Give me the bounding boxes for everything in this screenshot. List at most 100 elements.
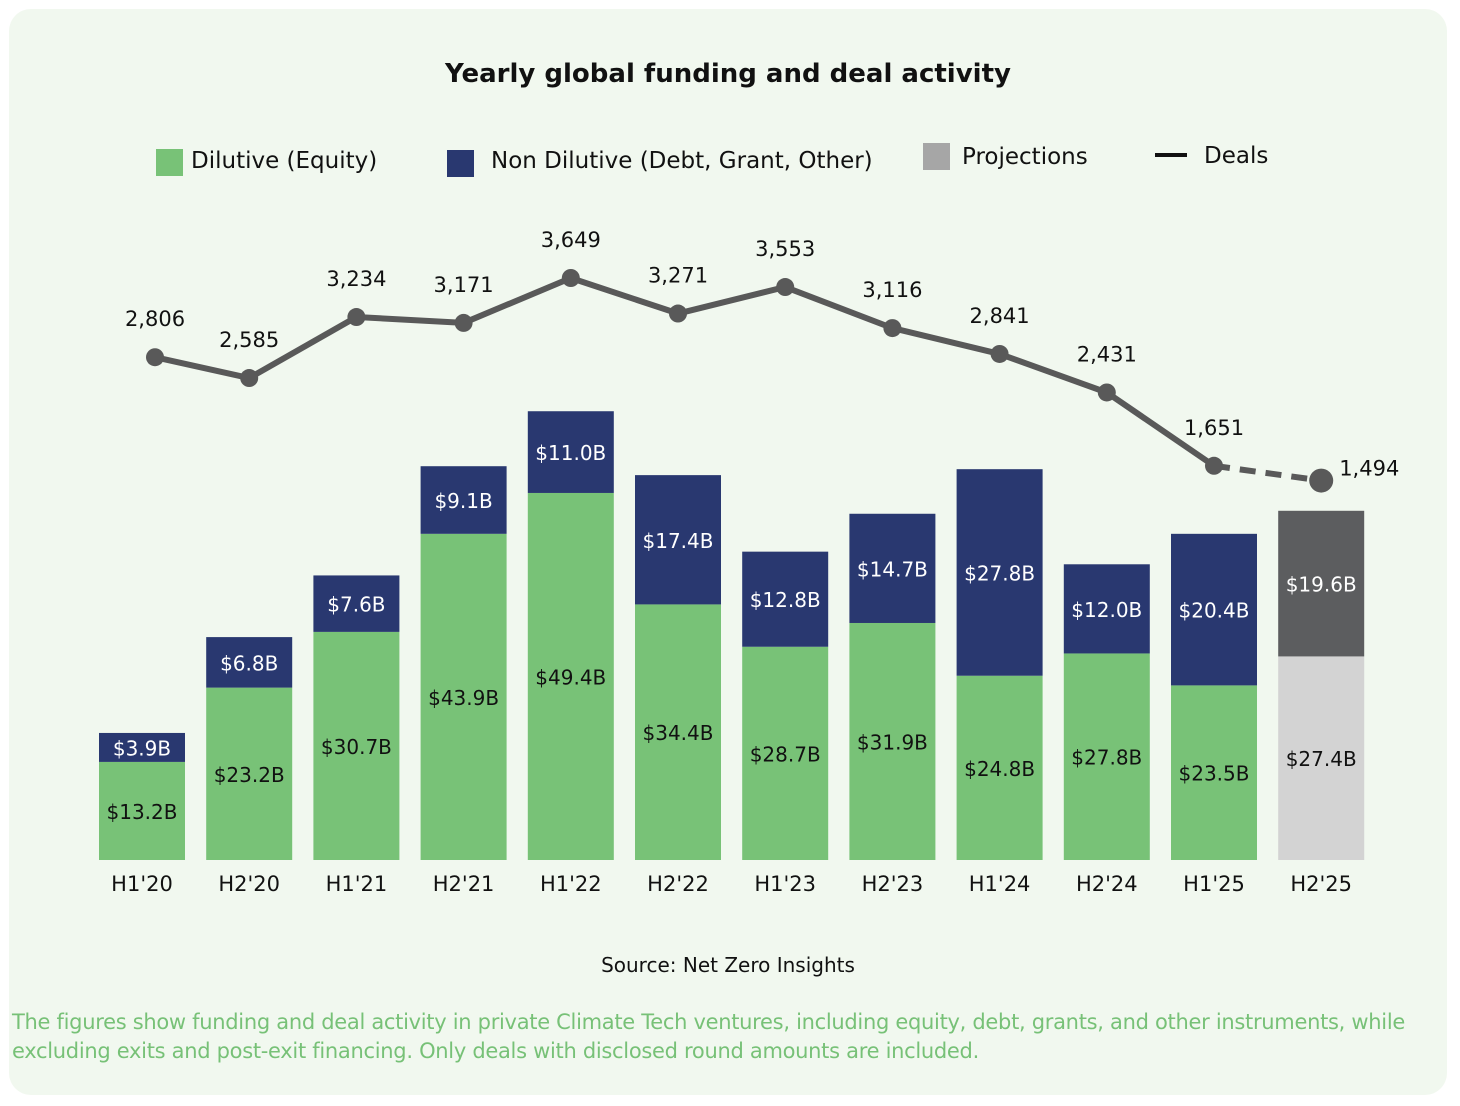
bar-non-dilutive	[635, 475, 721, 605]
bar-dilutive	[849, 622, 936, 860]
deals-label: 3,171	[434, 273, 494, 297]
data-label-dilutive: $30.7B	[321, 735, 392, 759]
bar-non-dilutive	[206, 637, 293, 688]
deals-label: 1,494	[1339, 457, 1399, 481]
source-label: Source: Net Zero Insights	[601, 953, 855, 977]
bar-dilutive	[313, 631, 400, 860]
data-label-non-dilutive: $11.0B	[535, 441, 606, 465]
deals-label: 2,585	[219, 328, 279, 352]
legend-swatch-non-dilutive	[447, 150, 474, 177]
footnote: The figures show funding and deal activi…	[12, 1010, 1405, 1063]
bar-non-dilutive	[742, 551, 829, 647]
deals-point	[883, 319, 902, 338]
deals-label: 3,271	[648, 264, 708, 288]
bar-dilutive	[1278, 656, 1365, 860]
bar-non-dilutive	[99, 732, 185, 762]
deals-point	[1097, 383, 1116, 402]
data-label-dilutive: $49.4B	[535, 665, 606, 689]
x-tick-label: H2'21	[433, 872, 495, 896]
bar-dilutive	[635, 604, 721, 860]
deals-point	[240, 369, 259, 388]
data-label-non-dilutive: $6.8B	[220, 651, 278, 675]
deals-line-segment	[462, 275, 572, 326]
data-label-dilutive: $23.2B	[214, 763, 285, 787]
x-tick-label: H1'22	[540, 872, 602, 896]
data-label-dilutive: $24.8B	[964, 757, 1035, 781]
bar-dilutive	[956, 675, 1043, 860]
data-label-non-dilutive: $19.6B	[1286, 573, 1357, 597]
deals-label: 3,553	[755, 237, 815, 261]
bar-non-dilutive	[420, 466, 507, 534]
bar-dilutive	[420, 533, 507, 860]
x-tick-label: H2'20	[218, 872, 280, 896]
legend-label-dilutive: Dilutive (Equity)	[191, 148, 377, 174]
bar-non-dilutive	[1063, 564, 1150, 654]
deals-label: 3,649	[541, 228, 601, 252]
chart-title: Yearly global funding and deal activity	[444, 59, 1011, 89]
bar-dilutive	[1171, 685, 1257, 860]
deals-point	[454, 313, 473, 332]
bar-non-dilutive	[849, 513, 936, 623]
deals-point	[669, 304, 687, 323]
legend-label-deals: Deals	[1204, 143, 1268, 169]
legend: Dilutive (Equity) Non Dilutive (Debt, Gr…	[156, 143, 1268, 177]
deals-line-segment	[247, 314, 358, 381]
deals-point	[1205, 456, 1223, 475]
bar-dilutive	[206, 687, 293, 860]
deals-line-segment	[784, 284, 894, 331]
data-label-dilutive: $23.5B	[1179, 762, 1250, 786]
data-label-dilutive: $27.4B	[1286, 747, 1357, 771]
x-tick-label: H1'25	[1183, 872, 1245, 896]
deals-line-segment	[891, 325, 1001, 357]
deals-line-segment	[154, 354, 250, 381]
deals-line-segment	[569, 275, 679, 317]
deals-label: 3,116	[862, 278, 922, 302]
deals-point	[561, 269, 580, 287]
data-label-non-dilutive: $12.8B	[750, 588, 821, 612]
deals-line-segment	[1213, 462, 1322, 484]
deals-line-segment	[356, 314, 464, 326]
x-tick-label: H1'23	[754, 872, 816, 896]
deals-label: 3,234	[326, 267, 386, 291]
legend-swatch-dilutive	[156, 149, 183, 176]
deals-label: 2,841	[970, 304, 1030, 328]
legend-label-non-dilutive: Non Dilutive (Debt, Grant, Other)	[491, 148, 873, 174]
deals-point	[990, 344, 1009, 363]
data-label-dilutive: $27.8B	[1071, 746, 1142, 770]
data-label-non-dilutive: $17.4B	[643, 529, 714, 553]
data-label-non-dilutive: $27.8B	[964, 561, 1035, 585]
data-label-non-dilutive: $12.0B	[1071, 598, 1142, 622]
bar-dilutive	[742, 646, 829, 860]
x-tick-label: H2'22	[647, 872, 709, 896]
bar-dilutive	[1063, 653, 1150, 860]
data-label-dilutive: $28.7B	[750, 742, 821, 766]
x-tick-label: H1'24	[969, 872, 1031, 896]
data-label-non-dilutive: $7.6B	[327, 593, 385, 617]
data-label-non-dilutive: $14.7B	[857, 557, 928, 581]
deals-point	[146, 348, 164, 367]
data-label-non-dilutive: $9.1B	[434, 489, 492, 513]
data-label-dilutive: $13.2B	[107, 800, 178, 824]
x-tick-label: H2'23	[862, 872, 924, 896]
data-label-dilutive: $34.4B	[643, 721, 714, 745]
data-label-dilutive: $43.9B	[428, 686, 499, 710]
legend-swatch-projections	[923, 143, 950, 170]
bar-dilutive	[99, 761, 185, 860]
x-tick-label: H2'25	[1290, 872, 1352, 896]
bar-non-dilutive	[956, 469, 1043, 676]
bar-dilutive	[527, 492, 614, 860]
data-label-non-dilutive: $3.9B	[113, 736, 171, 760]
deals-line-segment	[998, 351, 1108, 396]
x-tick-label: H1'21	[326, 872, 388, 896]
bar-non-dilutive	[1278, 510, 1365, 657]
deals-line-segment	[1105, 390, 1216, 469]
deals-label: 2,806	[125, 307, 185, 331]
deals-label: 1,651	[1184, 416, 1244, 440]
bar-non-dilutive	[1171, 533, 1257, 686]
x-tick-label: H1'20	[111, 872, 173, 896]
bar-non-dilutive	[527, 411, 614, 493]
bar-non-dilutive	[313, 575, 400, 632]
deals-line-segment	[677, 284, 786, 317]
data-label-non-dilutive: $20.4B	[1179, 599, 1250, 623]
